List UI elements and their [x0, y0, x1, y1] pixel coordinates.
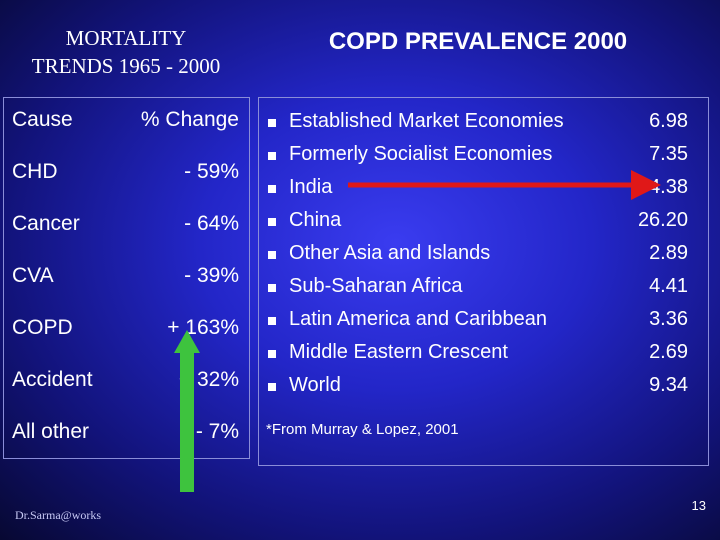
- region-name: Formerly Socialist Economies: [289, 143, 553, 165]
- list-item: World 9.34: [259, 372, 708, 405]
- row-change: - 39%: [184, 264, 239, 287]
- row-cause: COPD: [12, 316, 73, 339]
- region-name: India: [289, 176, 333, 198]
- row-change: + 163%: [167, 316, 239, 339]
- row-cause: Accident: [12, 368, 93, 391]
- list-item: Other Asia and Islands 2.89: [259, 240, 708, 273]
- row-cause: Cancer: [12, 212, 80, 235]
- list-item: China 26.20: [259, 207, 708, 240]
- prevalence-value: 9.34: [649, 374, 688, 396]
- region-name: Sub-Saharan Africa: [289, 275, 463, 297]
- region-name: Middle Eastern Crescent: [289, 341, 508, 363]
- list-item: India 4.38: [259, 174, 708, 207]
- table-row: Accident + 32%: [4, 358, 249, 410]
- list-item: Formerly Socialist Economies 7.35: [259, 141, 708, 174]
- row-cause: CVA: [12, 264, 54, 287]
- square-bullet-icon: [268, 218, 276, 226]
- prevalence-value: 4.38: [649, 176, 688, 198]
- square-bullet-icon: [268, 119, 276, 127]
- page-number: 13: [691, 498, 706, 513]
- square-bullet-icon: [268, 152, 276, 160]
- mortality-title-line1: MORTALITY: [65, 26, 187, 50]
- row-change: - 7%: [195, 420, 239, 443]
- prevalence-value: 3.36: [649, 308, 688, 330]
- list-item: Latin America and Caribbean 3.36: [259, 306, 708, 339]
- source-footnote: *From Murray & Lopez, 2001: [266, 421, 459, 438]
- table-row: All other - 7%: [4, 410, 249, 462]
- square-bullet-icon: [268, 317, 276, 325]
- row-change: - 59%: [184, 160, 239, 183]
- mortality-title-line2: TRENDS 1965 - 2000: [31, 54, 221, 78]
- square-bullet-icon: [268, 383, 276, 391]
- table-header-row: Cause % Change: [4, 98, 249, 150]
- prevalence-list: Established Market Economies 6.98 Former…: [258, 97, 709, 466]
- square-bullet-icon: [268, 185, 276, 193]
- region-name: China: [289, 209, 342, 231]
- table-row: COPD + 163%: [4, 306, 249, 358]
- table-row: CHD - 59%: [4, 150, 249, 202]
- list-item: Established Market Economies 6.98: [259, 108, 708, 141]
- list-item: Middle Eastern Crescent 2.69: [259, 339, 708, 372]
- region-name: Other Asia and Islands: [289, 242, 491, 264]
- table-row: Cancer - 64%: [4, 202, 249, 254]
- prevalence-value: 6.98: [649, 110, 688, 132]
- header-change: % Change: [140, 108, 239, 131]
- region-name: Established Market Economies: [289, 110, 564, 132]
- square-bullet-icon: [268, 284, 276, 292]
- row-change: + 32%: [178, 368, 239, 391]
- square-bullet-icon: [268, 251, 276, 259]
- row-cause: All other: [12, 420, 90, 443]
- prevalence-value: 2.89: [649, 242, 688, 264]
- mortality-title: MORTALITY TRENDS 1965 - 2000: [0, 24, 252, 80]
- header-cause: Cause: [12, 108, 73, 131]
- table-row: CVA - 39%: [4, 254, 249, 306]
- prevalence-value: 2.69: [649, 341, 688, 363]
- mortality-table: Cause % Change CHD - 59% Cancer - 64% CV…: [3, 97, 250, 459]
- square-bullet-icon: [268, 350, 276, 358]
- copd-prevalence-title: COPD PREVALENCE 2000: [328, 28, 628, 55]
- region-name: World: [289, 374, 341, 396]
- author-credit: Dr.Sarma@works: [15, 508, 102, 522]
- region-name: Latin America and Caribbean: [289, 308, 547, 330]
- row-cause: CHD: [12, 160, 58, 183]
- prevalence-value: 26.20: [637, 209, 688, 231]
- prevalence-value: 4.41: [649, 275, 688, 297]
- list-item: Sub-Saharan Africa 4.41: [259, 273, 708, 306]
- row-change: - 64%: [184, 212, 239, 235]
- prevalence-value: 7.35: [649, 143, 688, 165]
